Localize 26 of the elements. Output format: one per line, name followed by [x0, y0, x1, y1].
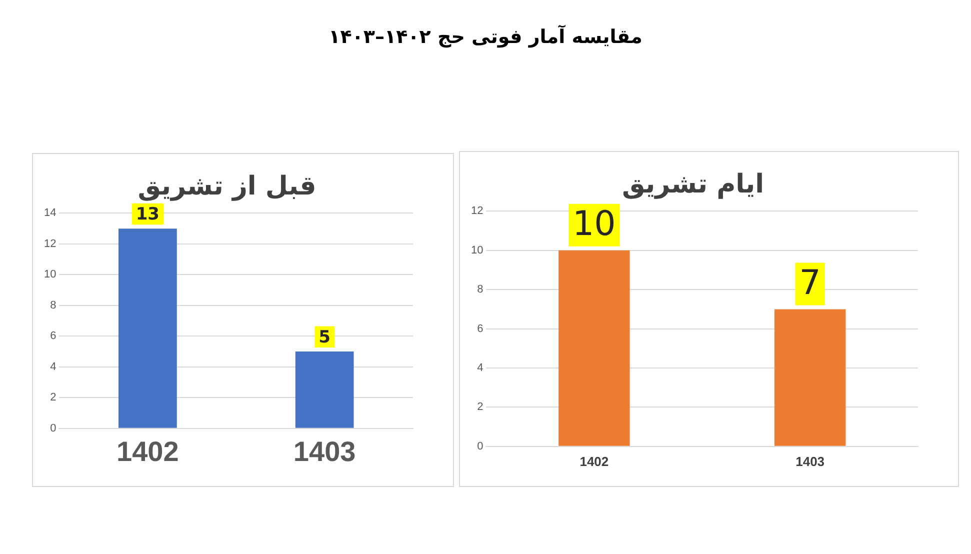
y-tick-label: 0 — [50, 422, 56, 434]
y-tick-label: 8 — [50, 299, 56, 312]
chart-title: ایام تشریق — [622, 169, 764, 200]
x-tick-label: 1403 — [796, 454, 825, 469]
y-tick-label: 10 — [44, 268, 56, 281]
y-tick-label: 12 — [44, 238, 56, 250]
y-tick-label: 4 — [477, 362, 484, 374]
x-tick-label: 1403 — [293, 436, 356, 467]
data-label: 7 — [799, 262, 821, 303]
y-tick-label: 2 — [477, 401, 484, 414]
chart-title: قبل از تشریق — [138, 171, 316, 202]
data-label: 13 — [136, 204, 160, 224]
data-label: 10 — [572, 204, 616, 244]
y-tick-label: 12 — [470, 205, 484, 218]
y-tick-label: 4 — [50, 360, 56, 373]
data-label: 5 — [318, 327, 330, 348]
y-tick-label: 0 — [477, 440, 484, 452]
x-tick-label: 1402 — [580, 454, 609, 469]
y-tick-label: 14 — [44, 207, 56, 220]
text: مقایسه آمار فوتی حج ۱۴۰۲–۱۴۰۳ — [328, 26, 644, 48]
x-tick-label: 1402 — [116, 436, 179, 467]
y-tick-label: 10 — [470, 244, 484, 256]
y-tick-label: 6 — [50, 330, 56, 342]
y-tick-label: 6 — [477, 322, 484, 335]
y-tick-label: 8 — [477, 284, 484, 296]
y-tick-label: 2 — [50, 392, 56, 404]
